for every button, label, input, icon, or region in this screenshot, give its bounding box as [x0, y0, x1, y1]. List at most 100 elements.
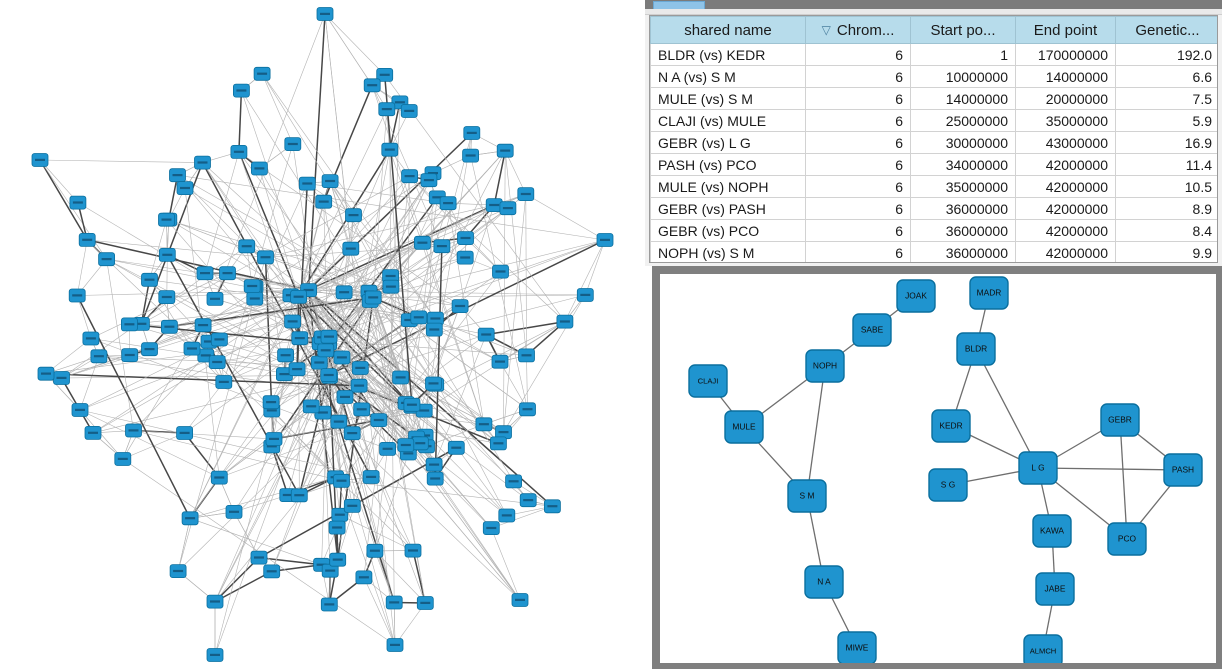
network-edge[interactable]	[486, 320, 566, 336]
network-edge[interactable]	[373, 294, 586, 298]
network-edge[interactable]	[76, 295, 92, 339]
network-edge[interactable]	[394, 602, 426, 646]
table-row[interactable]: N A (vs) S M 6 10000000 14000000 6.6	[650, 65, 1217, 88]
network-edge[interactable]	[214, 13, 326, 300]
network-edge[interactable]	[238, 151, 508, 516]
network-edge[interactable]	[219, 317, 419, 478]
network-edge[interactable]	[341, 271, 501, 481]
network-edge[interactable]	[526, 355, 528, 410]
network-node-s-g[interactable]: S G	[928, 468, 968, 502]
network-edge[interactable]	[189, 180, 430, 519]
network-edge[interactable]	[79, 409, 124, 460]
network-edge[interactable]	[254, 183, 308, 299]
network-edge[interactable]	[298, 296, 396, 646]
column-header-start-point[interactable]: Start po...	[910, 16, 1016, 44]
network-edge[interactable]	[299, 337, 527, 356]
network-edge[interactable]	[76, 239, 88, 296]
network-edge[interactable]	[166, 219, 461, 307]
network-edge[interactable]	[39, 159, 107, 260]
network-edge[interactable]	[1037, 467, 1184, 471]
network-edge[interactable]	[106, 258, 298, 370]
network-edge[interactable]	[329, 180, 508, 516]
network-edge[interactable]	[204, 151, 240, 274]
network-node-noph[interactable]: NOPH	[805, 349, 845, 383]
network-edge[interactable]	[308, 202, 449, 291]
sub-network-view[interactable]: CLAJI MULE NOPH SABE JOAK S M N A MIWE MADR BLDR K…	[660, 274, 1216, 663]
network-edge[interactable]	[339, 514, 414, 551]
network-node-kedr[interactable]: KEDR	[931, 409, 971, 443]
network-edge[interactable]	[214, 291, 370, 602]
network-edge[interactable]	[166, 254, 300, 496]
table-row[interactable]: PASH (vs) PCO 6 34000000 42000000 11.4	[650, 153, 1217, 176]
network-edge[interactable]	[434, 478, 521, 601]
network-edge[interactable]	[106, 258, 374, 298]
network-node-mule[interactable]: MULE	[724, 410, 764, 444]
network-edge[interactable]	[435, 384, 485, 425]
table-row[interactable]: MULE (vs) S M 6 14000000 20000000 7.5	[650, 87, 1217, 110]
network-node-bldr[interactable]: BLDR	[956, 332, 996, 366]
network-edge[interactable]	[39, 159, 203, 163]
network-edge[interactable]	[238, 151, 300, 298]
network-edge[interactable]	[233, 494, 288, 513]
network-edge[interactable]	[184, 188, 220, 478]
network-edge[interactable]	[525, 193, 606, 241]
network-edge[interactable]	[214, 298, 293, 322]
network-edge[interactable]	[219, 275, 391, 478]
network-edge[interactable]	[202, 162, 345, 293]
network-node-kawa[interactable]: KAWA	[1032, 514, 1072, 548]
network-edge[interactable]	[422, 150, 506, 244]
network-edge[interactable]	[324, 13, 385, 76]
network-edge[interactable]	[189, 296, 299, 519]
edge-table-scroll[interactable]: shared name ▽ Chrom... Start po... End po…	[649, 15, 1218, 263]
network-edge[interactable]	[504, 150, 527, 195]
network-edge[interactable]	[241, 90, 370, 292]
network-edge[interactable]	[79, 297, 374, 411]
table-row[interactable]: GEBR (vs) L G 6 30000000 43000000 16.9	[650, 131, 1217, 154]
network-edge[interactable]	[363, 577, 396, 646]
network-edge[interactable]	[393, 602, 396, 646]
network-edge[interactable]	[238, 90, 243, 152]
network-edge[interactable]	[79, 409, 372, 478]
network-edge[interactable]	[184, 297, 374, 434]
network-edge[interactable]	[214, 557, 260, 603]
network-edge[interactable]	[246, 246, 504, 433]
table-row[interactable]: GEBR (vs) PASH 6 36000000 42000000 8.9	[650, 197, 1217, 220]
network-edge[interactable]	[92, 296, 299, 434]
network-edge[interactable]	[298, 215, 354, 297]
network-edge[interactable]	[503, 294, 586, 433]
network-edge[interactable]	[504, 150, 527, 356]
network-edge[interactable]	[189, 518, 322, 566]
network-edge[interactable]	[177, 318, 436, 572]
network-edge[interactable]	[149, 279, 193, 349]
network-edge[interactable]	[447, 203, 485, 425]
network-edge[interactable]	[140, 279, 151, 325]
network-edge[interactable]	[258, 556, 322, 566]
network-edge[interactable]	[806, 365, 826, 497]
table-row[interactable]: CLAJI (vs) MULE 6 25000000 35000000 5.9	[650, 109, 1217, 132]
network-edge[interactable]	[61, 296, 299, 379]
network-edge[interactable]	[166, 254, 168, 298]
network-edge[interactable]	[374, 448, 388, 551]
network-edge[interactable]	[177, 174, 606, 241]
main-network-canvas[interactable]	[0, 0, 645, 669]
network-edge[interactable]	[308, 289, 499, 444]
network-edge[interactable]	[133, 430, 275, 440]
network-edge[interactable]	[79, 356, 100, 411]
network-edge[interactable]	[271, 297, 374, 572]
network-edge[interactable]	[87, 239, 266, 258]
network-edge[interactable]	[149, 219, 167, 280]
table-row[interactable]: NOPH (vs) S M 6 36000000 42000000 9.9	[650, 241, 1217, 262]
network-edge[interactable]	[217, 343, 329, 363]
network-edge[interactable]	[238, 151, 461, 307]
network-edge[interactable]	[219, 321, 293, 340]
network-edge[interactable]	[373, 297, 528, 410]
network-edge[interactable]	[329, 181, 409, 454]
network-edge[interactable]	[79, 409, 220, 478]
network-edge[interactable]	[219, 318, 436, 478]
table-row[interactable]: GEBR (vs) PCO 6 36000000 42000000 8.4	[650, 219, 1217, 242]
network-node-s-m[interactable]: S M	[787, 479, 827, 513]
network-edge[interactable]	[169, 296, 299, 328]
network-edge[interactable]	[310, 406, 396, 646]
column-header-chromosome[interactable]: ▽ Chrom...	[805, 16, 911, 44]
main-network-view[interactable]	[0, 0, 645, 669]
